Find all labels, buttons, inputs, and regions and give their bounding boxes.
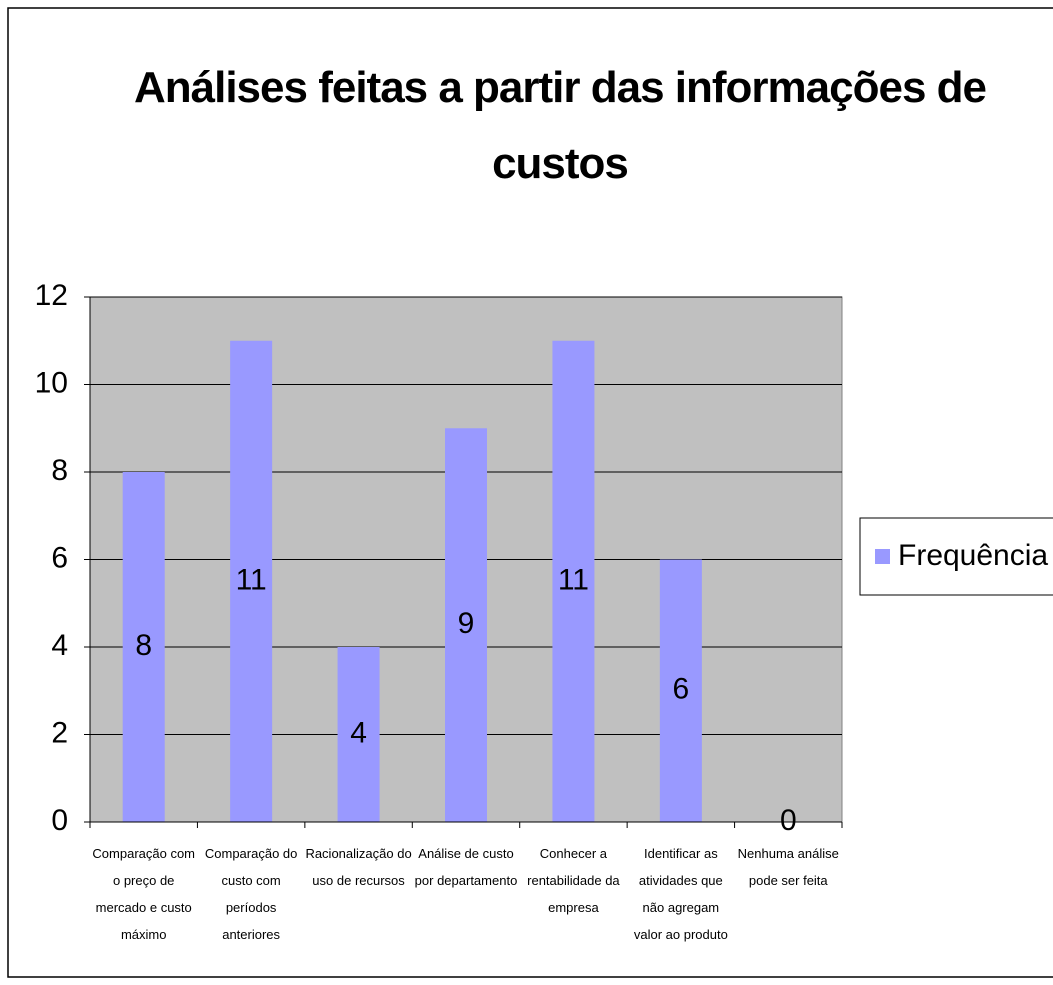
bar — [337, 647, 380, 822]
x-tick-label: Análise de custo por departamento — [414, 846, 518, 888]
bar — [552, 340, 595, 822]
y-tick-label: 8 — [51, 454, 68, 487]
y-tick-label: 6 — [51, 541, 68, 574]
data-label: 11 — [236, 563, 267, 596]
bar — [122, 472, 165, 822]
y-tick-label: 0 — [51, 804, 68, 837]
x-tick-label: Identificar as atividades que não agrega… — [633, 846, 728, 942]
chart-title: Análises feitas a partir das informações… — [133, 63, 987, 188]
x-tick-label: Conhecer a rentabilidade da empresa — [527, 846, 620, 915]
bar — [445, 428, 487, 822]
x-tick-label: Nenhuma análise pode ser feita — [737, 846, 839, 888]
legend-label: Frequência — [898, 539, 1048, 572]
legend-box — [859, 517, 1053, 596]
x-tick-label: Comparação com o preço de mercado e cust… — [92, 846, 196, 942]
data-label: 8 — [135, 629, 152, 662]
data-label: 6 — [673, 673, 690, 706]
legend-swatch — [875, 549, 890, 564]
y-tick-label: 10 — [35, 366, 68, 399]
data-label: 0 — [780, 804, 797, 837]
x-tick-label: Racionalização do uso de recursos — [305, 846, 412, 888]
bar — [230, 340, 273, 822]
x-tick-label: Comparação do custo com períodos anterio… — [204, 846, 298, 942]
y-tick-label: 2 — [51, 716, 68, 749]
data-label: 11 — [558, 563, 589, 596]
y-tick-label: 4 — [51, 629, 68, 662]
y-tick-label: 12 — [35, 279, 68, 312]
bar — [659, 559, 702, 822]
data-label: 4 — [350, 716, 367, 749]
data-label: 9 — [458, 607, 475, 640]
